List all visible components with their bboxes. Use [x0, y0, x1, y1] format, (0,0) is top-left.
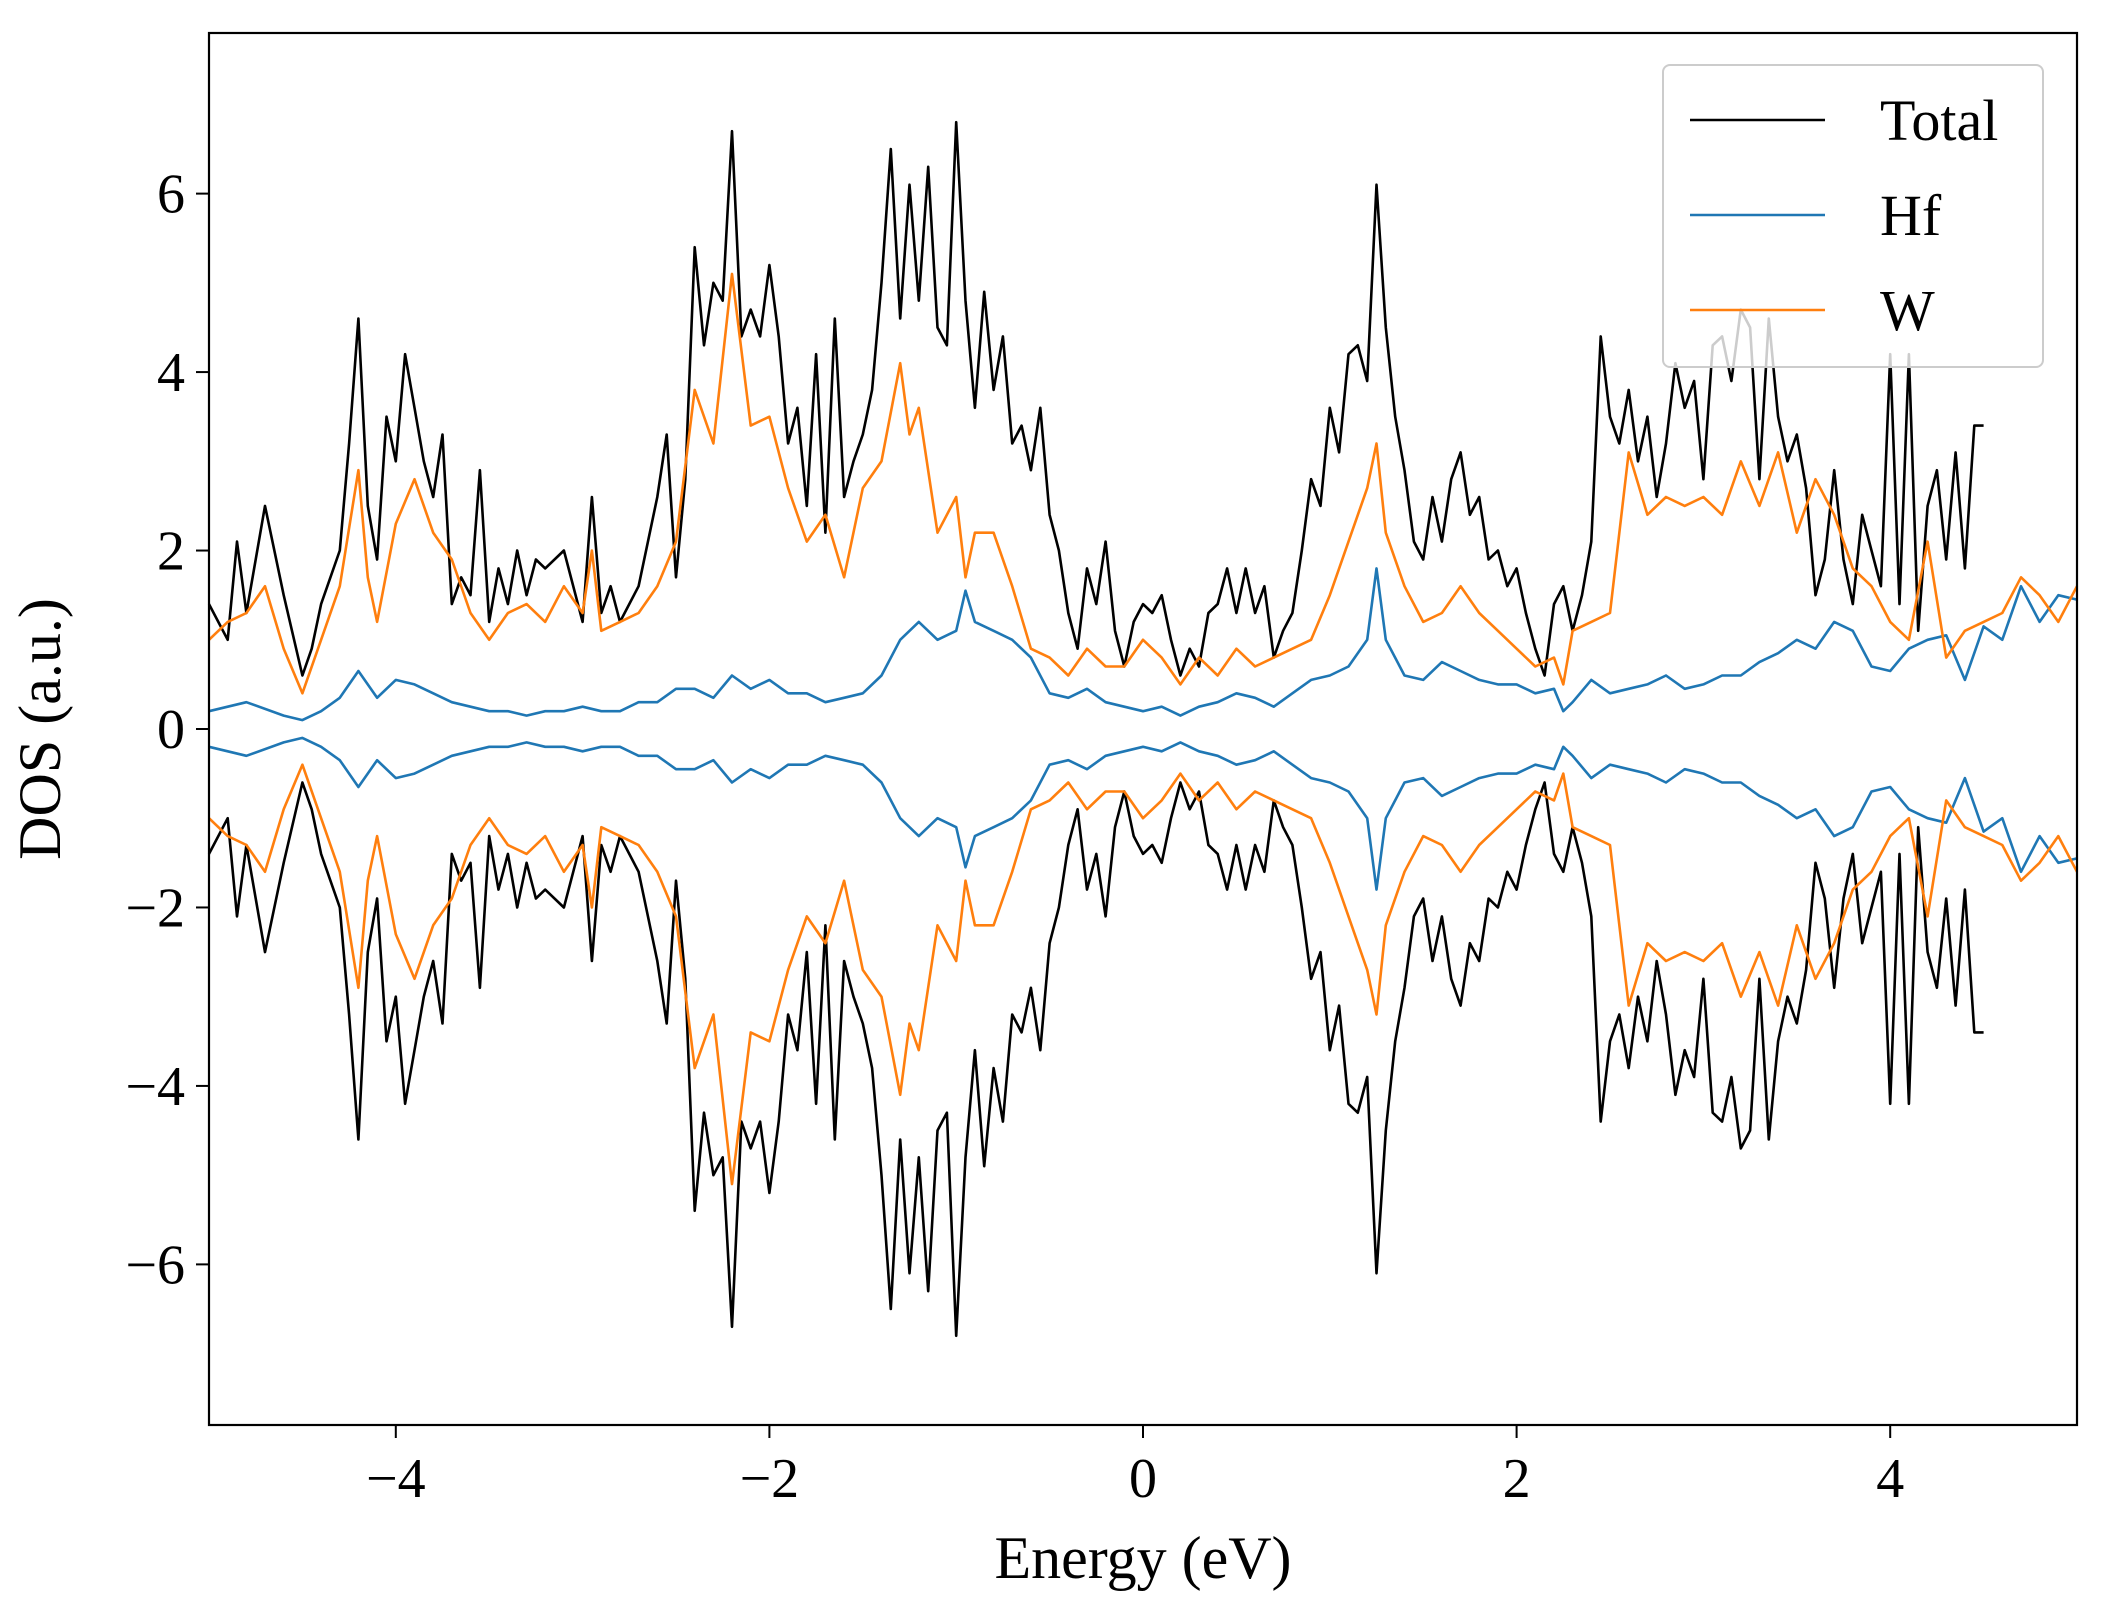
- y-tick-label: −4: [125, 1056, 185, 1118]
- legend-label-w: W: [1880, 278, 1935, 343]
- series-line-hf-up: [208, 567, 2078, 722]
- y-axis-ticks: −6 −4 −2 0 2 4 6: [125, 164, 209, 1296]
- x-axis-ticks: −4 −2 0 2 4: [366, 1425, 1904, 1510]
- series-line-total-up: [207, 120, 1984, 677]
- y-tick-label: 2: [157, 521, 185, 583]
- x-tick-label: 2: [1503, 1448, 1531, 1510]
- legend-label-hf: Hf: [1880, 183, 1942, 248]
- y-tick-label: 6: [157, 164, 185, 226]
- x-tick-label: −2: [740, 1448, 800, 1510]
- x-tick-label: 4: [1876, 1448, 1904, 1510]
- series-line-total-down: [207, 781, 1984, 1338]
- series-line-hf-down: [208, 736, 2078, 891]
- legend: Total Hf W: [1662, 64, 2044, 368]
- series-line-w-up: [208, 272, 2079, 695]
- legend-box: [1662, 64, 2044, 368]
- legend-label-total: Total: [1880, 88, 1998, 153]
- y-tick-label: 0: [157, 699, 185, 761]
- x-tick-label: −4: [366, 1448, 426, 1510]
- series-layer: [207, 120, 2079, 1338]
- x-axis-label: Energy (eV): [994, 1525, 1291, 1591]
- y-axis-label: DOS (a.u.): [7, 598, 73, 860]
- y-tick-label: −2: [125, 877, 185, 939]
- series-line-w-down: [208, 763, 2079, 1186]
- x-tick-label: 0: [1129, 1448, 1157, 1510]
- y-tick-label: −6: [125, 1234, 185, 1296]
- y-tick-label: 4: [157, 342, 185, 404]
